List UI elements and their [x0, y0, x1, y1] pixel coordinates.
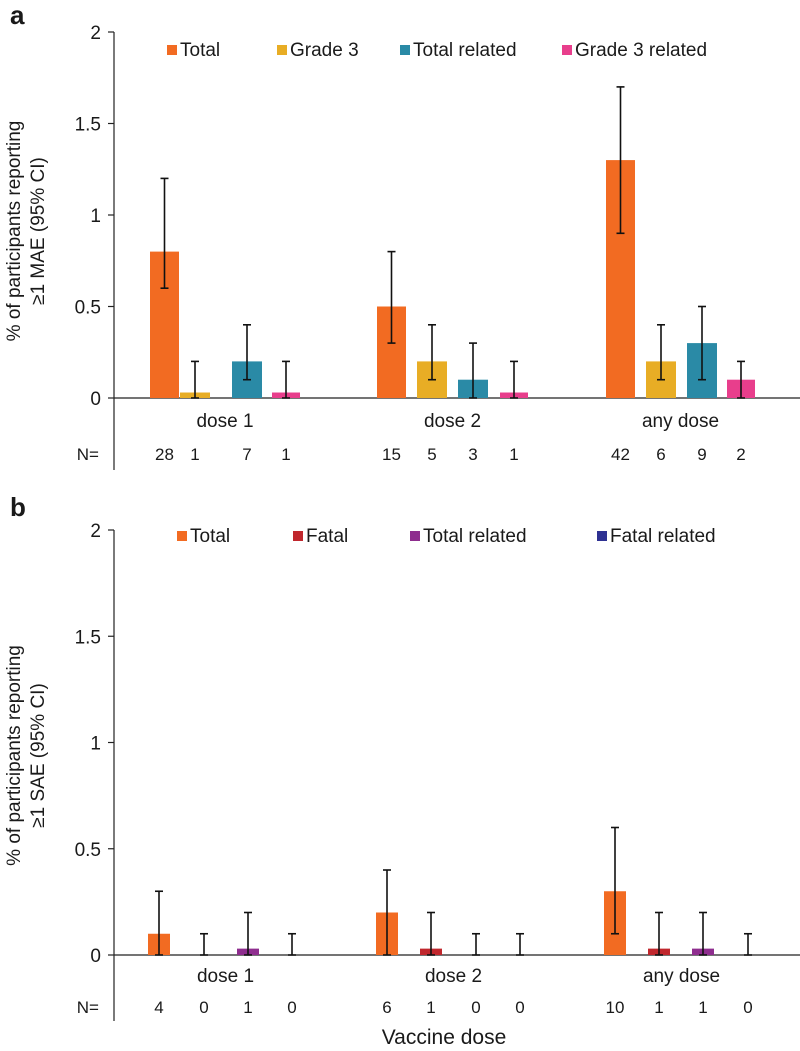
panel-letter: a [10, 0, 25, 30]
legend-label: Fatal [306, 526, 348, 547]
n-count: 28 [155, 445, 174, 464]
y-tick-label: 0 [90, 389, 101, 410]
n-count: 42 [611, 445, 630, 464]
n-count: 1 [509, 445, 518, 464]
y-axis-title-line1: % of participants reporting [4, 121, 25, 342]
category-label: dose 1 [197, 966, 254, 987]
n-count: 0 [515, 998, 524, 1017]
category-label: dose 1 [196, 411, 253, 432]
n-count: 0 [471, 998, 480, 1017]
category-label: dose 2 [425, 966, 482, 987]
n-count: 10 [606, 998, 625, 1017]
n-count: 1 [243, 998, 252, 1017]
y-tick-label: 1.5 [75, 627, 101, 648]
y-tick-label: 0 [90, 946, 101, 967]
n-count: 7 [242, 445, 251, 464]
n-count: 1 [654, 998, 663, 1017]
n-count: 1 [698, 998, 707, 1017]
y-tick-label: 0.5 [75, 298, 101, 319]
n-count: 1 [190, 445, 199, 464]
legend-swatch [410, 531, 420, 541]
n-row-label: N= [77, 998, 99, 1017]
y-tick-label: 2 [90, 23, 101, 44]
n-count: 0 [199, 998, 208, 1017]
legend-label: Total related [413, 40, 517, 61]
legend-label: Fatal related [610, 526, 716, 547]
n-count: 2 [736, 445, 745, 464]
legend-swatch [597, 531, 607, 541]
y-axis-title-line2: ≥1 SAE (95% CI) [28, 683, 49, 828]
y-tick-label: 2 [90, 521, 101, 542]
n-count: 15 [382, 445, 401, 464]
n-count: 1 [426, 998, 435, 1017]
n-count: 6 [382, 998, 391, 1017]
y-axis-title-line1: % of participants reporting [4, 645, 25, 866]
legend-label: Grade 3 [290, 40, 359, 61]
n-row-label: N= [77, 445, 99, 464]
legend-swatch [293, 531, 303, 541]
legend-swatch [177, 531, 187, 541]
x-axis-title: Vaccine dose [382, 1026, 507, 1049]
panel-letter: b [10, 492, 26, 522]
legend-label: Total [190, 526, 230, 547]
y-tick-label: 0.5 [75, 840, 101, 861]
legend-label: Grade 3 related [575, 40, 707, 61]
n-count: 9 [697, 445, 706, 464]
y-axis-title-line2: ≥1 MAE (95% CI) [28, 157, 49, 305]
y-tick-label: 1 [90, 734, 101, 755]
n-count: 0 [287, 998, 296, 1017]
y-tick-label: 1.5 [75, 115, 101, 136]
n-count: 6 [656, 445, 665, 464]
n-count: 0 [743, 998, 752, 1017]
legend-swatch [400, 45, 410, 55]
y-tick-label: 1 [90, 206, 101, 227]
legend-label: Total [180, 40, 220, 61]
legend-label: Total related [423, 526, 527, 547]
category-label: any dose [642, 411, 719, 432]
n-count: 3 [468, 445, 477, 464]
n-count: 1 [281, 445, 290, 464]
n-count: 5 [427, 445, 436, 464]
legend-swatch [277, 45, 287, 55]
n-count: 4 [154, 998, 163, 1017]
legend-swatch [167, 45, 177, 55]
category-label: dose 2 [424, 411, 481, 432]
legend-swatch [562, 45, 572, 55]
category-label: any dose [643, 966, 720, 987]
